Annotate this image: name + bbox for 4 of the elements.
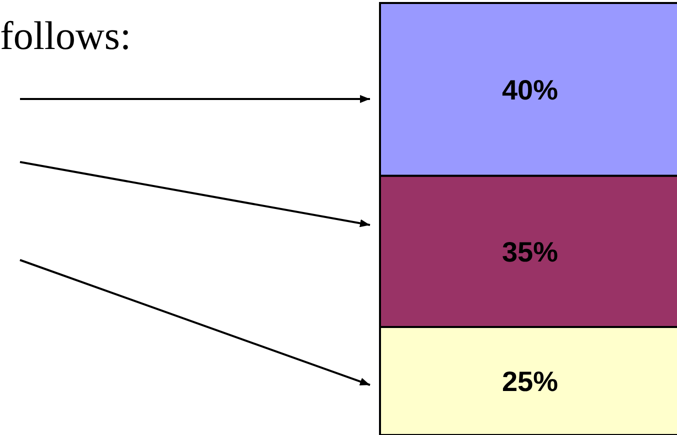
data-label: 40% (502, 74, 558, 106)
data-label: 35% (502, 236, 558, 268)
data-label: 25% (502, 366, 558, 397)
text: follows: (0, 12, 132, 59)
